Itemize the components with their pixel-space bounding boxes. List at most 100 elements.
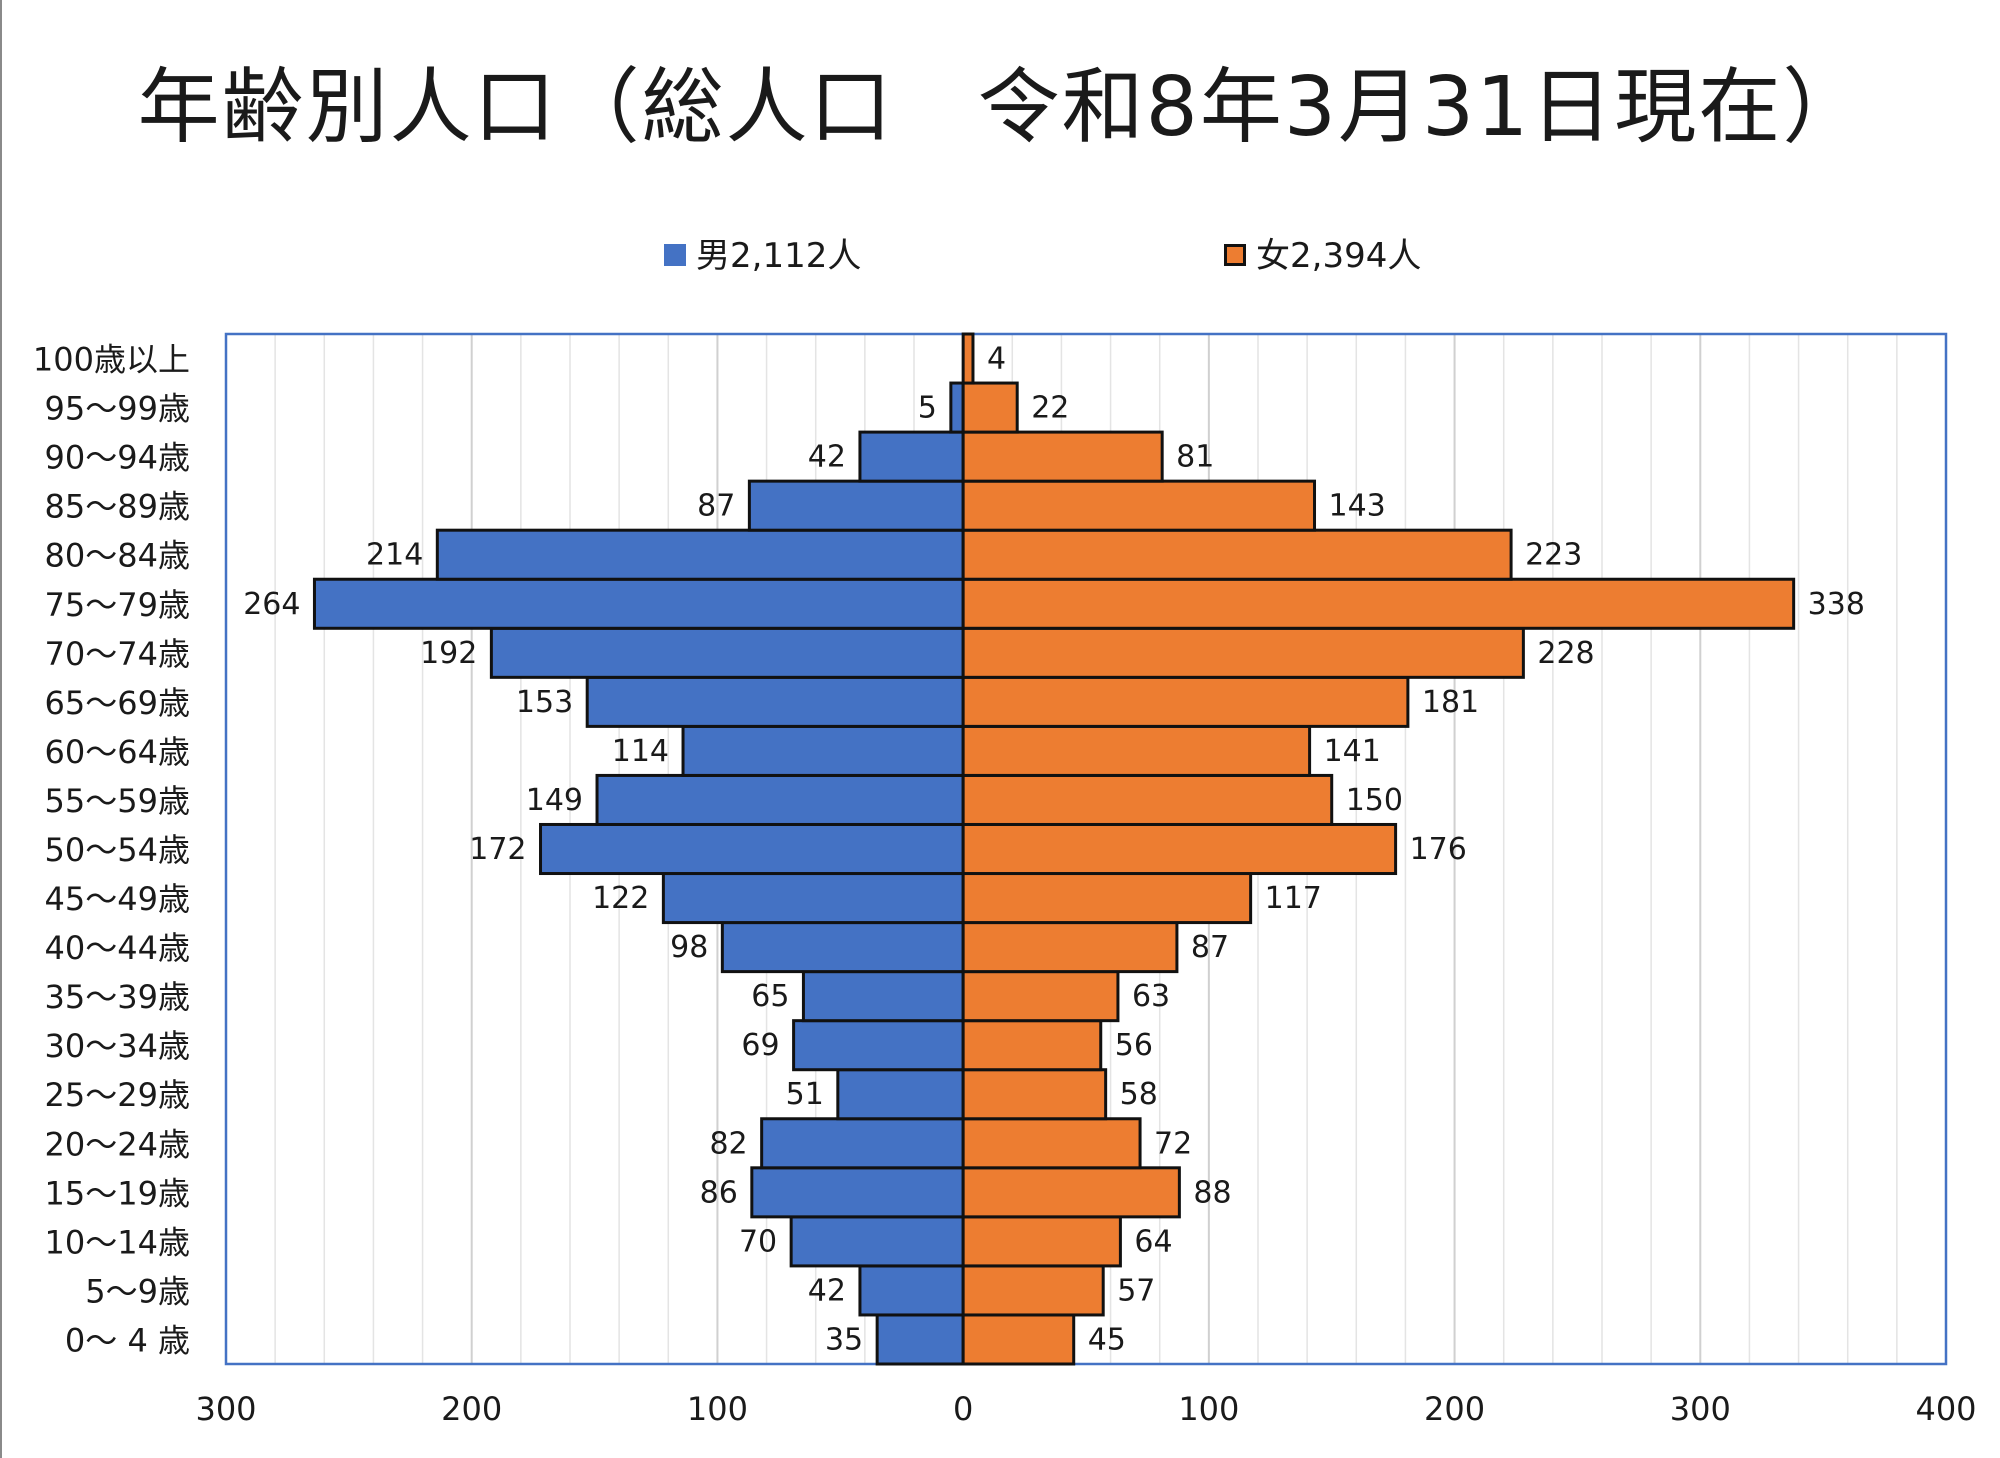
data-label-female: 88 xyxy=(1193,1175,1231,1210)
category-label: 45～49歳 xyxy=(45,880,190,918)
x-tick-label: 200 xyxy=(1424,1390,1485,1428)
bars-layer xyxy=(312,332,1796,1366)
category-label: 95～99歳 xyxy=(45,390,190,428)
data-label-female: 4 xyxy=(987,342,1006,377)
bar-female xyxy=(961,773,1334,826)
category-label: 75～79歳 xyxy=(45,586,190,624)
data-label-female: 87 xyxy=(1191,930,1229,965)
data-label-male: 98 xyxy=(670,930,708,965)
bar-male xyxy=(836,1068,965,1121)
x-tick-label: 0 xyxy=(953,1390,973,1428)
bar-male xyxy=(539,822,965,876)
data-label-male: 82 xyxy=(709,1126,747,1161)
category-label: 55～59歳 xyxy=(45,782,190,820)
bar-male xyxy=(801,970,965,1023)
bar-male xyxy=(435,528,965,581)
category-label: 65～69歳 xyxy=(45,684,190,722)
category-label: 40～44歳 xyxy=(45,929,190,967)
bar-female xyxy=(961,822,1398,876)
legend-male: 男2,112人 xyxy=(664,228,861,277)
legend-female-swatch xyxy=(1224,243,1246,266)
data-label-male: 42 xyxy=(808,1273,846,1308)
data-label-female: 141 xyxy=(1324,734,1381,769)
bar-female xyxy=(961,381,1019,434)
data-label-male: 35 xyxy=(825,1322,863,1357)
bar-female xyxy=(961,970,1120,1023)
data-label-female: 181 xyxy=(1422,685,1479,720)
data-label-male: 264 xyxy=(243,587,300,622)
bar-female xyxy=(961,1117,1142,1170)
data-label-male: 51 xyxy=(786,1077,824,1112)
bar-male xyxy=(875,1313,965,1366)
data-label-male: 149 xyxy=(526,783,583,818)
x-tick-label: 100 xyxy=(1178,1390,1239,1428)
legend-female-label: 女2,394人 xyxy=(1256,236,1422,276)
data-label-male: 70 xyxy=(739,1224,777,1259)
chart-title: 年齢別人口（総人口 令和8年3月31日現在） xyxy=(137,60,1867,155)
bar-male xyxy=(489,626,965,679)
data-label-female: 57 xyxy=(1117,1273,1155,1308)
category-label: 50～54歳 xyxy=(45,831,190,869)
bar-female xyxy=(961,479,1317,532)
data-label-male: 42 xyxy=(808,440,846,475)
data-label-female: 63 xyxy=(1132,979,1170,1014)
axis-layer: 300 200 100 0 100 200 300 400 xyxy=(195,1390,1976,1428)
bar-male xyxy=(720,921,965,974)
category-label: 0～ 4 歳 xyxy=(65,1321,190,1359)
data-label-male: 192 xyxy=(420,636,477,671)
x-tick-label: 300 xyxy=(1670,1390,1731,1428)
category-label: 20～24歳 xyxy=(45,1125,190,1163)
x-tick-label: 300 xyxy=(195,1390,256,1428)
bar-female xyxy=(961,430,1164,483)
data-label-female: 56 xyxy=(1115,1028,1153,1063)
data-label-male: 114 xyxy=(612,734,669,769)
category-label: 60～64歳 xyxy=(45,733,190,771)
bar-female xyxy=(961,675,1410,728)
x-tick-label: 100 xyxy=(687,1390,748,1428)
bar-male xyxy=(661,872,965,925)
data-label-male: 5 xyxy=(918,391,937,426)
data-label-female: 117 xyxy=(1265,881,1322,916)
category-label: 70～74歳 xyxy=(45,635,190,673)
data-label-female: 228 xyxy=(1537,636,1594,671)
data-label-male: 214 xyxy=(366,538,423,573)
bar-male xyxy=(858,430,965,483)
bar-female xyxy=(961,332,975,385)
legend-male-label: 男2,112人 xyxy=(696,236,862,276)
category-label: 100歳以上 xyxy=(33,341,190,379)
category-label: 25～29歳 xyxy=(45,1076,190,1114)
legend-male-swatch xyxy=(664,243,686,266)
bar-male xyxy=(792,1019,965,1072)
bar-female xyxy=(961,1166,1181,1219)
category-label: 5～9歳 xyxy=(85,1272,190,1310)
data-label-female: 338 xyxy=(1808,587,1865,622)
data-label-male: 69 xyxy=(741,1028,779,1063)
data-label-female: 150 xyxy=(1346,783,1403,818)
plot-frame xyxy=(224,332,1948,1366)
category-label: 10～14歳 xyxy=(45,1223,190,1261)
data-label-male: 65 xyxy=(751,979,789,1014)
bar-male xyxy=(312,577,965,630)
bar-male xyxy=(789,1215,965,1268)
bar-male xyxy=(681,724,965,777)
category-label: 15～19歳 xyxy=(45,1174,190,1212)
category-label: 80～84歳 xyxy=(45,537,190,575)
bar-female xyxy=(961,1264,1105,1317)
bar-female xyxy=(961,1313,1076,1366)
data-label-female: 45 xyxy=(1088,1322,1126,1357)
category-label: 30～34歳 xyxy=(45,1027,190,1065)
data-label-male: 86 xyxy=(700,1175,738,1210)
bar-female xyxy=(961,626,1525,679)
bar-male xyxy=(750,1166,965,1219)
bar-male xyxy=(747,479,965,532)
data-label-female: 176 xyxy=(1410,832,1467,867)
bar-male xyxy=(949,381,965,434)
data-label-female: 81 xyxy=(1176,440,1214,475)
data-label-female: 58 xyxy=(1120,1077,1158,1112)
data-label-female: 22 xyxy=(1031,391,1069,426)
bar-male xyxy=(760,1117,965,1170)
data-label-male: 122 xyxy=(592,881,649,916)
